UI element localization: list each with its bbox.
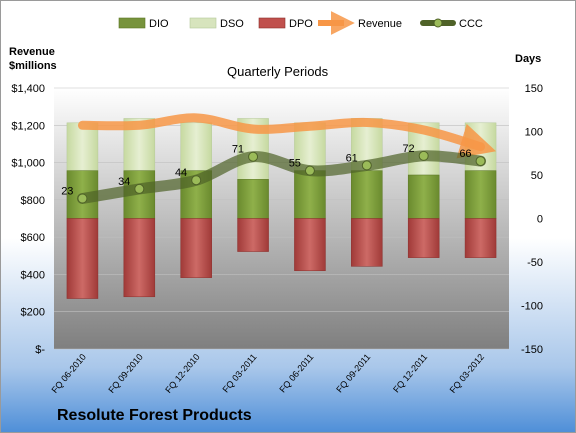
dio-bar xyxy=(237,179,269,219)
dpo-bar xyxy=(180,218,212,278)
left-tick-label: $400 xyxy=(21,269,45,281)
right-axis-title: Days xyxy=(515,53,542,65)
ccc-point xyxy=(134,183,145,194)
ccc-point xyxy=(475,156,486,167)
right-tick-label: -50 xyxy=(527,257,543,269)
dio-bar xyxy=(294,170,326,219)
legend-label-ccc: CCC xyxy=(459,18,483,30)
legend-label-dso: DSO xyxy=(220,18,244,30)
dio-bar xyxy=(351,170,383,219)
ccc-point xyxy=(77,193,88,204)
left-tick-label: $1,400 xyxy=(11,83,45,95)
legend-label-revenue: Revenue xyxy=(358,18,402,30)
dpo-bar xyxy=(351,218,383,267)
legend-label-dpo: DPO xyxy=(289,18,313,30)
legend: DIO DSO DPO Revenue CCC xyxy=(118,11,483,35)
ccc-point xyxy=(304,165,315,176)
ccc-data-label: 44 xyxy=(175,167,187,179)
dpo-bar xyxy=(237,218,269,252)
x-tick-label: FQ 09-2011 xyxy=(334,352,372,395)
ccc-point xyxy=(191,175,202,186)
left-tick-label: $200 xyxy=(21,307,45,319)
x-tick-label: FQ 03-2011 xyxy=(220,352,258,395)
company-name: Resolute Forest Products xyxy=(57,407,252,424)
right-tick-label: -100 xyxy=(521,301,543,313)
dso-bar xyxy=(66,122,99,171)
ccc-data-label: 34 xyxy=(118,176,130,188)
left-tick-label: $600 xyxy=(21,232,45,244)
bars xyxy=(66,118,497,299)
left-tick-label: $1,200 xyxy=(11,120,45,132)
dpo-bar xyxy=(66,218,99,299)
left-tick-label: $800 xyxy=(21,195,45,207)
ccc-data-label: 71 xyxy=(232,144,244,156)
dso-bar xyxy=(180,122,212,171)
dpo-bar xyxy=(294,218,326,271)
ccc-data-label: 66 xyxy=(459,148,471,160)
ccc-point xyxy=(361,160,372,171)
dpo-bar xyxy=(407,218,440,258)
ccc-data-label: 61 xyxy=(346,152,358,164)
ccc-point xyxy=(418,150,429,161)
dpo-bar xyxy=(123,218,156,298)
revenue-line xyxy=(77,113,497,159)
right-tick-label: 100 xyxy=(525,127,543,139)
left-tick-label: $- xyxy=(35,344,45,356)
x-tick-label: FQ 12-2011 xyxy=(391,352,429,395)
legend-label-dio: DIO xyxy=(149,18,169,30)
right-tick-label: -150 xyxy=(521,344,543,356)
legend-swatch-dio xyxy=(118,17,146,29)
ccc-data-label: 55 xyxy=(289,158,301,170)
dio-bar xyxy=(407,174,440,219)
x-tick-label: FQ 06-2011 xyxy=(277,352,315,395)
ccc-point xyxy=(248,151,259,162)
left-axis-title: Revenue $millions xyxy=(9,46,57,72)
dpo-bar xyxy=(464,218,497,258)
right-tick-label: 50 xyxy=(531,170,543,182)
dio-bar xyxy=(464,170,497,219)
lines: 23 34 44 71 55 61 72 66 xyxy=(61,113,497,204)
right-tick-label: 150 xyxy=(525,83,543,95)
left-tick-label: $1,000 xyxy=(11,158,45,170)
legend-marker-ccc xyxy=(433,18,443,28)
right-tick-label: 0 xyxy=(537,214,543,226)
ccc-data-label: 23 xyxy=(61,185,73,197)
x-tick-label: FQ 12-2010 xyxy=(163,352,202,395)
chart-title: Quarterly Periods xyxy=(227,64,329,79)
legend-swatch-dpo xyxy=(258,17,286,29)
x-tick-label: FQ 06-2010 xyxy=(49,352,88,395)
x-tick-label: FQ 09-2010 xyxy=(106,352,145,395)
x-tick-label: FQ 03-2012 xyxy=(448,352,487,395)
ccc-data-label: 72 xyxy=(402,143,414,155)
legend-swatch-dso xyxy=(189,17,217,29)
